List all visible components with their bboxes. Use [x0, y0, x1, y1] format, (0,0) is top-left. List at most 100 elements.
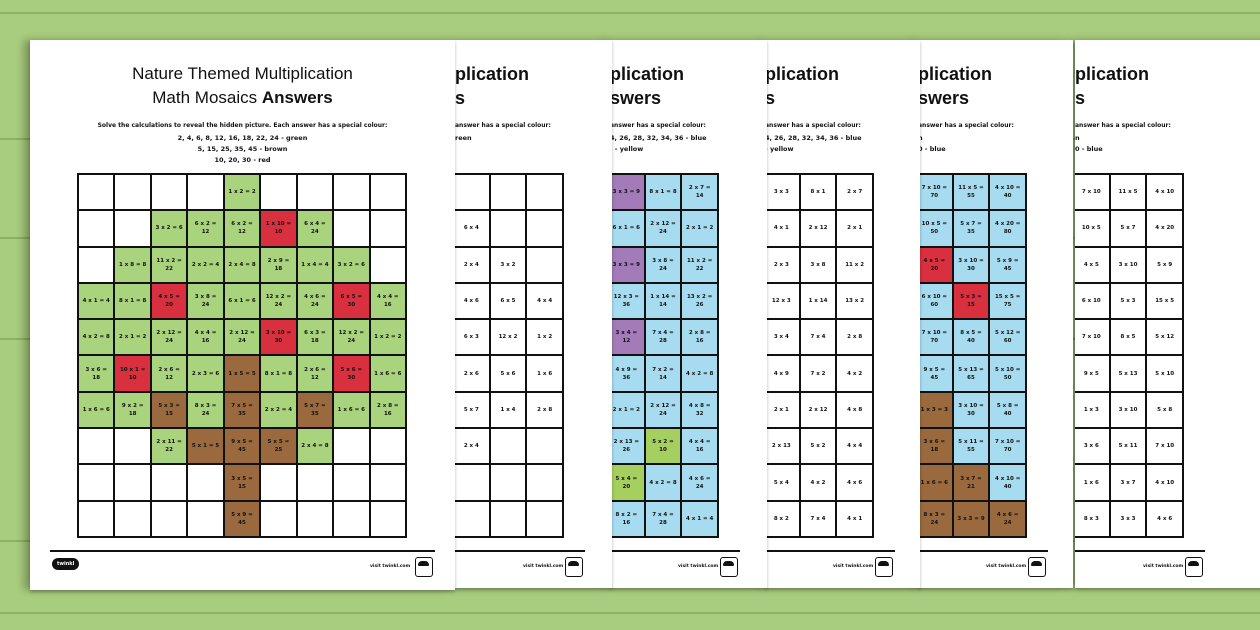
mosaic-cell: 11 x 5: [1109, 174, 1147, 211]
mosaic-cell: 2 x 6 = 12: [296, 355, 334, 392]
mosaic-cell: [333, 210, 370, 247]
sheet-colour-key-line: 4, 26, 28, 32, 34, 36 - blue: [610, 134, 707, 142]
mosaic-cell: 3 x 2 = 6: [333, 246, 370, 283]
mosaic-cell: 3 x 3 = 9: [952, 500, 990, 537]
mosaic-cell: 2 x 4: [455, 428, 490, 465]
mosaic-cell: 2 x 8 = 16: [681, 319, 718, 356]
mosaic-cell: 4 x 1 = 4: [681, 500, 718, 537]
footer-url[interactable]: visit twinkl.com: [833, 564, 874, 569]
footer-divider: [610, 550, 740, 552]
worksheet-page-5[interactable]: plication s answer has a special colour: n 0…: [1075, 40, 1260, 588]
sheet-colour-key-line: - yellow: [765, 145, 794, 153]
footer-url[interactable]: visit twinkl.com: [678, 564, 719, 569]
sheet-title-line-1: plication: [455, 64, 530, 84]
mosaic-cell: [526, 174, 563, 211]
sheet-title: plication s: [765, 62, 839, 110]
mosaic-cell: 10 x 1 = 10: [114, 355, 151, 392]
mosaic-cell: 2 x 2 = 4: [187, 246, 224, 283]
sheet-instructions: answer has a special colour:: [610, 122, 706, 129]
mosaic-cell: 6 x 3 = 18: [296, 319, 334, 356]
mosaic-cell: [369, 174, 406, 211]
mosaic-cell: 3 x 10 = 30: [952, 391, 990, 429]
mosaic-cell: 4 x 20 = 80: [989, 210, 1026, 247]
sheet-colour-key: reen: [455, 133, 472, 144]
mosaic-cell: 7 x 2: [799, 355, 837, 392]
mosaic-cell: 2 x 9 = 18: [260, 246, 297, 283]
footer-url[interactable]: visit twinkl.com: [986, 564, 1027, 569]
mosaic-cell: 1 x 6: [1075, 464, 1110, 501]
title-line-2-plain: Math Mosaics: [152, 88, 262, 107]
mosaic-cell: 3 x 2: [489, 246, 527, 283]
footer-url[interactable]: visit twinkl.com: [370, 564, 411, 569]
mosaic-cell: 5 x 3 = 15: [150, 391, 188, 429]
mosaic-cell: [489, 210, 527, 247]
sheet-title-line-2: swers: [610, 88, 662, 108]
mosaic-cell: 4 x 4: [526, 282, 563, 320]
mosaic-cell: 5 x 3: [1109, 282, 1147, 320]
mosaic-cell: [114, 428, 151, 465]
mosaic-cell: 9 x 5: [1075, 355, 1110, 392]
mosaic-cell: 1 x 2: [526, 319, 563, 356]
sheet-colour-key-line: n: [918, 134, 923, 142]
mosaic-cell: 8 x 3: [1075, 500, 1110, 537]
mosaic-cell: 3 x 5 = 15: [223, 464, 261, 501]
mosaic-cell: 15 x 5 = 75: [989, 282, 1026, 320]
mosaic-cell: 5 x 12 = 60: [989, 319, 1026, 356]
mosaic-cell: 4 x 2 = 8: [78, 319, 115, 356]
quality-badge-icon: [565, 557, 583, 577]
mosaic-cell: [489, 464, 527, 501]
mosaic-cell: 1 x 6: [526, 355, 563, 392]
mosaic-cell: 12 x 2 = 24: [333, 319, 370, 356]
mosaic-cell: 3 x 6 = 18: [78, 355, 115, 392]
mosaic-cell: [526, 246, 563, 283]
worksheet-page-2[interactable]: plication swers answer has a special colou…: [610, 40, 767, 588]
mosaic-cell: [455, 500, 490, 537]
footer-url[interactable]: visit twinkl.com: [1143, 564, 1184, 569]
mosaic-cell: 4 x 10 = 40: [989, 464, 1026, 501]
sheet-instructions: answer has a special colour:: [1075, 122, 1171, 129]
mosaic-cell: 5 x 2 = 10: [644, 428, 682, 465]
mosaic-cell: 4 x 4 = 16: [187, 319, 224, 356]
footer-divider: [50, 550, 435, 552]
worksheet-front-page[interactable]: Nature Themed Multiplication Math Mosaic…: [30, 40, 455, 590]
mosaic-cell: 7 x 10 = 70: [918, 319, 953, 356]
sheet-colour-key-line: . - yellow: [610, 145, 644, 153]
mosaic-cell: 5 x 4 = 20: [610, 464, 645, 501]
mosaic-cell: 5 x 9: [1146, 246, 1183, 283]
mosaic-cell: [78, 464, 115, 501]
worksheet-page-1[interactable]: plication s answer has a special colour: re…: [455, 40, 612, 588]
sheet-instructions: answer has a special colour:: [918, 122, 1014, 129]
sheet-colour-key: 4, 26, 28, 32, 34, 36 - blue - yellow: [765, 133, 862, 155]
footer-url[interactable]: visit twinkl.com: [523, 564, 564, 569]
quality-badge-icon: [1185, 557, 1203, 577]
mosaic-cell: [187, 464, 224, 501]
mosaic-cell: 6 x 10: [1075, 282, 1110, 320]
mosaic-cell: 8 x 1: [799, 174, 837, 211]
mosaic-cell: 8 x 3 = 24: [187, 391, 224, 429]
wood-plank-line: [0, 12, 1260, 14]
worksheet-page-4[interactable]: plication swers answer has a special colou…: [918, 40, 1073, 588]
mosaic-cell: 4 x 8 = 32: [681, 391, 718, 429]
mosaic-cell: 2 x 13 = 26: [610, 428, 645, 465]
mosaic-cell: [187, 174, 224, 211]
mosaic-cell: 2 x 8: [526, 391, 563, 429]
mosaic-cell: [489, 428, 527, 465]
colour-key-green: 2, 4, 6, 8, 12, 16, 18, 22, 24 - green: [177, 134, 308, 142]
mosaic-cell: 5 x 7: [1109, 210, 1147, 247]
mosaic-cell: [296, 500, 334, 537]
mosaic-cell: 8 x 1 = 8: [644, 174, 682, 211]
footer-divider: [1075, 550, 1205, 552]
mosaic-cell: 1 x 5 = 5: [223, 355, 261, 392]
mosaic-cell: 4 x 4 = 16: [369, 282, 406, 320]
mosaic-cell: 2 x 7: [836, 174, 873, 211]
footer-divider: [765, 550, 895, 552]
mosaic-cell: [78, 246, 115, 283]
mosaic-cell: 5 x 4: [765, 464, 800, 501]
worksheet-page-3[interactable]: plication s answer has a special colour: 4,…: [765, 40, 920, 588]
mosaic-cell: 3 x 10: [1109, 391, 1147, 429]
mosaic-cell: 8 x 1 = 8: [260, 355, 297, 392]
sheet-title-line-2: s: [1075, 88, 1086, 108]
